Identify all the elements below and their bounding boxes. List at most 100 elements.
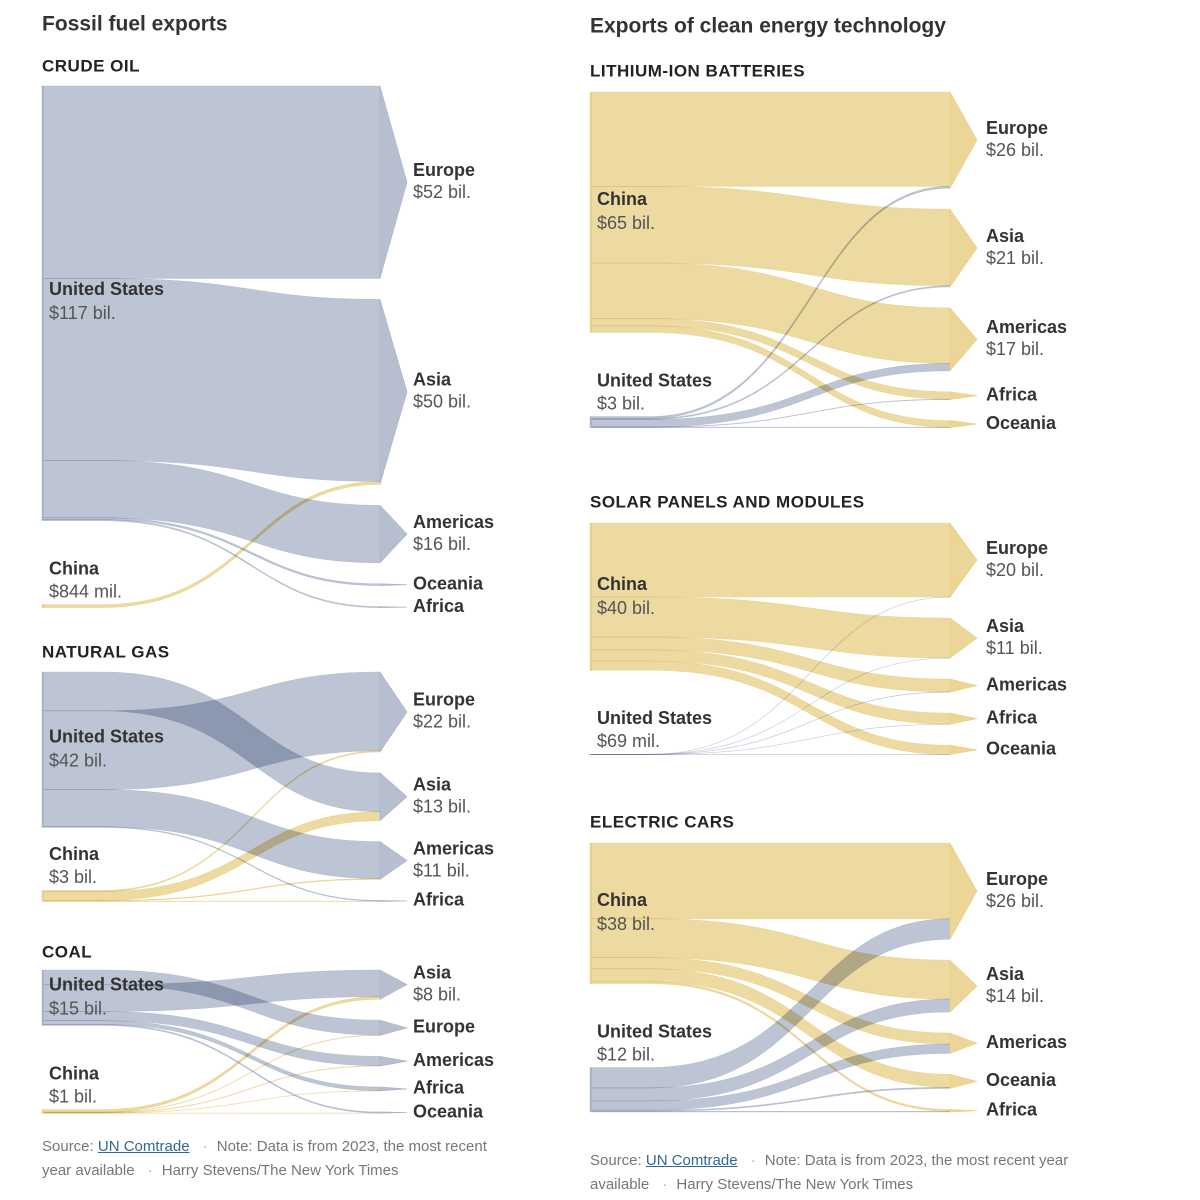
target-arrow bbox=[949, 617, 978, 659]
target-arrow bbox=[379, 772, 408, 822]
source-value: $3 bil. bbox=[597, 393, 645, 413]
source-node bbox=[42, 890, 44, 902]
source-node bbox=[590, 416, 592, 428]
source-node bbox=[42, 604, 44, 608]
target-value: $52 bil. bbox=[413, 182, 471, 202]
chart-title: COAL bbox=[42, 942, 92, 961]
target-arrow bbox=[379, 583, 408, 586]
target-name: Africa bbox=[986, 384, 1038, 404]
target-name: Asia bbox=[986, 616, 1025, 636]
source-name: United States bbox=[597, 708, 712, 728]
source-name: United States bbox=[49, 279, 164, 299]
target-value: $13 bil. bbox=[413, 797, 471, 817]
target-name: Asia bbox=[986, 226, 1025, 246]
target-value: $8 bil. bbox=[413, 984, 461, 1004]
target-value: $22 bil. bbox=[413, 712, 471, 732]
target-name: Europe bbox=[986, 118, 1048, 138]
source-value: $12 bil. bbox=[597, 1044, 655, 1064]
source-name: United States bbox=[49, 975, 164, 995]
target-value: $21 bil. bbox=[986, 248, 1044, 268]
footnote: Source: UN Comtrade Note: Data is from 2… bbox=[590, 1149, 1070, 1197]
target-arrow bbox=[379, 299, 408, 485]
target-name: Europe bbox=[413, 690, 475, 710]
target-name: Americas bbox=[413, 838, 494, 858]
target-name: Oceania bbox=[986, 739, 1057, 759]
target-value: $14 bil. bbox=[986, 986, 1044, 1006]
target-name: Oceania bbox=[413, 573, 484, 593]
source-node bbox=[42, 86, 44, 519]
source-value: $69 mil. bbox=[597, 731, 660, 751]
target-arrow bbox=[379, 1056, 408, 1067]
target-arrow bbox=[379, 1019, 409, 1036]
target-arrow bbox=[949, 307, 978, 372]
target-name: Oceania bbox=[986, 413, 1057, 433]
target-arrow bbox=[379, 841, 408, 880]
credit: Harry Stevens/The New York Times bbox=[653, 1176, 913, 1193]
target-name: Africa bbox=[986, 1099, 1038, 1119]
source-label: Source: bbox=[590, 1152, 642, 1169]
target-arrow bbox=[379, 85, 408, 279]
target-value: $17 bil. bbox=[986, 339, 1044, 359]
target-arrow bbox=[949, 1109, 978, 1113]
target-arrow bbox=[949, 744, 978, 755]
target-value: $11 bil. bbox=[413, 860, 470, 880]
target-arrow bbox=[379, 606, 408, 609]
source-node bbox=[590, 523, 592, 671]
target-name: Africa bbox=[413, 890, 465, 910]
source-link[interactable]: UN Comtrade bbox=[97, 1138, 190, 1155]
source-node bbox=[590, 843, 592, 984]
target-arrow bbox=[949, 1073, 979, 1089]
target-arrow bbox=[949, 90, 978, 190]
source-value: $1 bil. bbox=[49, 1086, 97, 1106]
source-name: United States bbox=[49, 726, 164, 746]
target-arrow bbox=[379, 1086, 408, 1092]
source-value: $117 bil. bbox=[49, 303, 116, 323]
chart-title: NATURAL GAS bbox=[42, 642, 170, 661]
target-name: Africa bbox=[413, 596, 465, 616]
source-value: $40 bil. bbox=[597, 598, 655, 618]
target-name: Europe bbox=[986, 869, 1048, 889]
source-value: $3 bil. bbox=[49, 867, 97, 887]
flow bbox=[41, 85, 381, 279]
panel-heading: Exports of clean energy technology bbox=[590, 15, 946, 38]
target-arrow bbox=[949, 1032, 978, 1054]
source-link[interactable]: UN Comtrade bbox=[645, 1152, 738, 1169]
source-value: $38 bil. bbox=[597, 914, 655, 934]
target-name: Europe bbox=[986, 538, 1048, 558]
source-node bbox=[590, 1067, 592, 1112]
target-name: Americas bbox=[413, 512, 494, 532]
chart-title: CRUDE OIL bbox=[42, 56, 140, 75]
target-name: Oceania bbox=[413, 1101, 484, 1121]
target-arrow bbox=[379, 671, 408, 753]
source-name: China bbox=[49, 844, 100, 864]
chart-title: LITHIUM-ION BATTERIES bbox=[590, 61, 805, 80]
target-name: Oceania bbox=[986, 1070, 1057, 1090]
target-name: Europe bbox=[413, 1017, 475, 1037]
target-arrow bbox=[949, 712, 978, 725]
target-value: $26 bil. bbox=[986, 140, 1044, 160]
target-name: Asia bbox=[413, 962, 452, 982]
target-arrow bbox=[949, 522, 978, 598]
source-node bbox=[590, 92, 592, 333]
target-arrow bbox=[949, 208, 978, 288]
chart-title: SOLAR PANELS AND MODULES bbox=[590, 492, 865, 511]
source-node bbox=[42, 1109, 44, 1114]
flow bbox=[589, 1110, 951, 1113]
source-node bbox=[42, 672, 44, 828]
source-value: $42 bil. bbox=[49, 750, 107, 770]
footnote: Source: UN Comtrade Note: Data is from 2… bbox=[42, 1135, 497, 1183]
target-arrow bbox=[379, 969, 408, 1000]
source-name: China bbox=[49, 1063, 100, 1083]
target-name: Europe bbox=[413, 160, 475, 180]
source-name: United States bbox=[597, 370, 712, 390]
target-arrow bbox=[379, 1111, 408, 1114]
source-value: $15 bil. bbox=[49, 999, 107, 1019]
source-label: Source: bbox=[42, 1138, 94, 1155]
target-name: Africa bbox=[413, 1078, 465, 1098]
target-arrow bbox=[379, 504, 408, 564]
target-arrow bbox=[379, 900, 408, 902]
target-value: $50 bil. bbox=[413, 392, 471, 412]
target-arrow bbox=[949, 678, 978, 693]
